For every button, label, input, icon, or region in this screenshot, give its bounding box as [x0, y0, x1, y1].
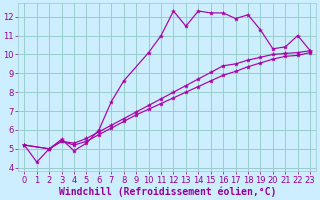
X-axis label: Windchill (Refroidissement éolien,°C): Windchill (Refroidissement éolien,°C) [59, 186, 276, 197]
